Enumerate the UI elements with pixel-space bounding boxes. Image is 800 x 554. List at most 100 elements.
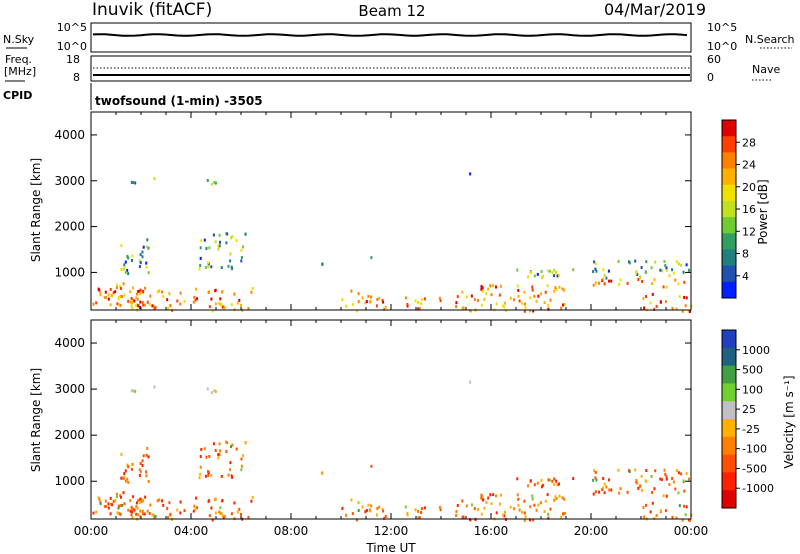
power-cell bbox=[383, 307, 386, 311]
power-cell bbox=[244, 232, 247, 236]
power-cell bbox=[455, 305, 458, 308]
colorbar-swatch bbox=[722, 419, 736, 438]
velocity-cell bbox=[355, 518, 358, 522]
velocity-cell bbox=[143, 512, 146, 516]
colorbar-tick-label: -1000 bbox=[742, 482, 774, 495]
velocity-cell bbox=[636, 481, 639, 485]
velocity-cell bbox=[217, 456, 220, 460]
velocity-cell bbox=[634, 468, 637, 472]
power-cell bbox=[137, 304, 140, 308]
velocity-cell bbox=[540, 485, 543, 489]
velocity-cell bbox=[158, 498, 161, 502]
power-cell bbox=[220, 266, 223, 270]
velocity-cell bbox=[618, 491, 621, 495]
power-cell bbox=[655, 304, 658, 308]
velocity-cell bbox=[117, 506, 120, 510]
power-cell bbox=[206, 179, 209, 182]
velocity-cell bbox=[533, 503, 536, 507]
power-cell bbox=[456, 295, 459, 299]
velocity-cell bbox=[533, 483, 536, 487]
velocity-cell bbox=[95, 510, 98, 514]
nsearch-label: N.Search bbox=[745, 33, 795, 46]
colorbar-tick-label: 24 bbox=[742, 159, 756, 172]
velocity-cell bbox=[664, 472, 667, 476]
velocity-cell bbox=[417, 509, 419, 513]
power-cell bbox=[221, 305, 224, 309]
velocity-cell bbox=[455, 510, 458, 513]
colorbar-swatch bbox=[722, 136, 736, 153]
power-cell bbox=[645, 295, 647, 298]
power-cell bbox=[685, 263, 688, 267]
velocity-cell bbox=[350, 498, 353, 502]
velocity-cell bbox=[134, 389, 137, 393]
velocity-cell bbox=[199, 472, 202, 476]
velocity-cell bbox=[529, 505, 532, 509]
colorbar-swatch bbox=[722, 454, 736, 473]
velocity-cell bbox=[653, 516, 656, 520]
power-cell bbox=[183, 300, 186, 304]
velocity-colorbar-label: Velocity [m s⁻¹] bbox=[782, 375, 796, 468]
power-cell bbox=[685, 296, 688, 300]
power-cell bbox=[242, 245, 245, 249]
power-cell bbox=[651, 282, 654, 285]
power-cell bbox=[668, 274, 671, 278]
velocity-cell bbox=[671, 476, 674, 480]
velocity-cell bbox=[553, 477, 556, 481]
power-cell bbox=[152, 304, 155, 308]
power-cell bbox=[225, 241, 228, 245]
velocity-cell bbox=[684, 513, 687, 517]
velocity-cell bbox=[99, 500, 102, 504]
power-cell bbox=[127, 272, 130, 276]
power-cell bbox=[350, 289, 353, 293]
velocity-colorbar: 1000 500 100 25 -25 -100 -500 -1000 bbox=[721, 329, 774, 509]
power-cell bbox=[420, 298, 423, 302]
velocity-cell bbox=[213, 389, 216, 393]
power-cell bbox=[148, 303, 151, 307]
velocity-cell bbox=[192, 509, 195, 513]
velocity-cell bbox=[149, 503, 152, 507]
power-cell bbox=[196, 297, 199, 301]
power-cell bbox=[645, 271, 648, 274]
power-cell bbox=[594, 281, 597, 285]
power-cell bbox=[535, 299, 538, 303]
velocity-cell bbox=[555, 479, 558, 483]
power-cell bbox=[119, 304, 122, 307]
power-cell bbox=[211, 182, 214, 186]
power-cell bbox=[145, 245, 148, 249]
power-cell bbox=[572, 268, 575, 272]
ytick-label: 2000 bbox=[54, 428, 85, 442]
velocity-cell bbox=[487, 496, 490, 500]
power-cell bbox=[214, 181, 217, 185]
power-cell bbox=[370, 295, 373, 299]
power-cell bbox=[682, 270, 685, 274]
power-cell bbox=[230, 303, 233, 307]
power-cell bbox=[115, 286, 118, 290]
velocity-cell bbox=[628, 469, 630, 473]
velocity-cell bbox=[513, 507, 516, 511]
velocity-cell bbox=[221, 514, 224, 518]
velocity-cell bbox=[682, 479, 685, 483]
velocity-cell bbox=[207, 499, 210, 503]
colorbar-swatch bbox=[722, 490, 736, 509]
velocity-cell bbox=[211, 391, 214, 395]
power-cell bbox=[240, 256, 243, 259]
velocity-cell bbox=[236, 510, 239, 514]
power-cell bbox=[230, 236, 232, 240]
power-cell bbox=[146, 300, 149, 304]
power-cell bbox=[672, 271, 675, 275]
velocity-cell bbox=[198, 476, 201, 480]
power-cell bbox=[495, 285, 497, 289]
power-cell bbox=[229, 259, 232, 263]
colorbar-tick-label: 25 bbox=[742, 403, 756, 416]
colorbar-tick-label: 500 bbox=[742, 364, 763, 377]
power-cell bbox=[146, 238, 149, 242]
power-cell bbox=[593, 260, 596, 264]
velocity-cell bbox=[543, 510, 546, 513]
velocity-cell bbox=[244, 441, 247, 445]
power-cell bbox=[176, 299, 179, 303]
power-cell bbox=[357, 300, 360, 304]
power-cell bbox=[439, 299, 442, 303]
velocity-cell bbox=[104, 504, 107, 508]
velocity-cell bbox=[119, 504, 122, 507]
power-cell bbox=[361, 296, 364, 300]
